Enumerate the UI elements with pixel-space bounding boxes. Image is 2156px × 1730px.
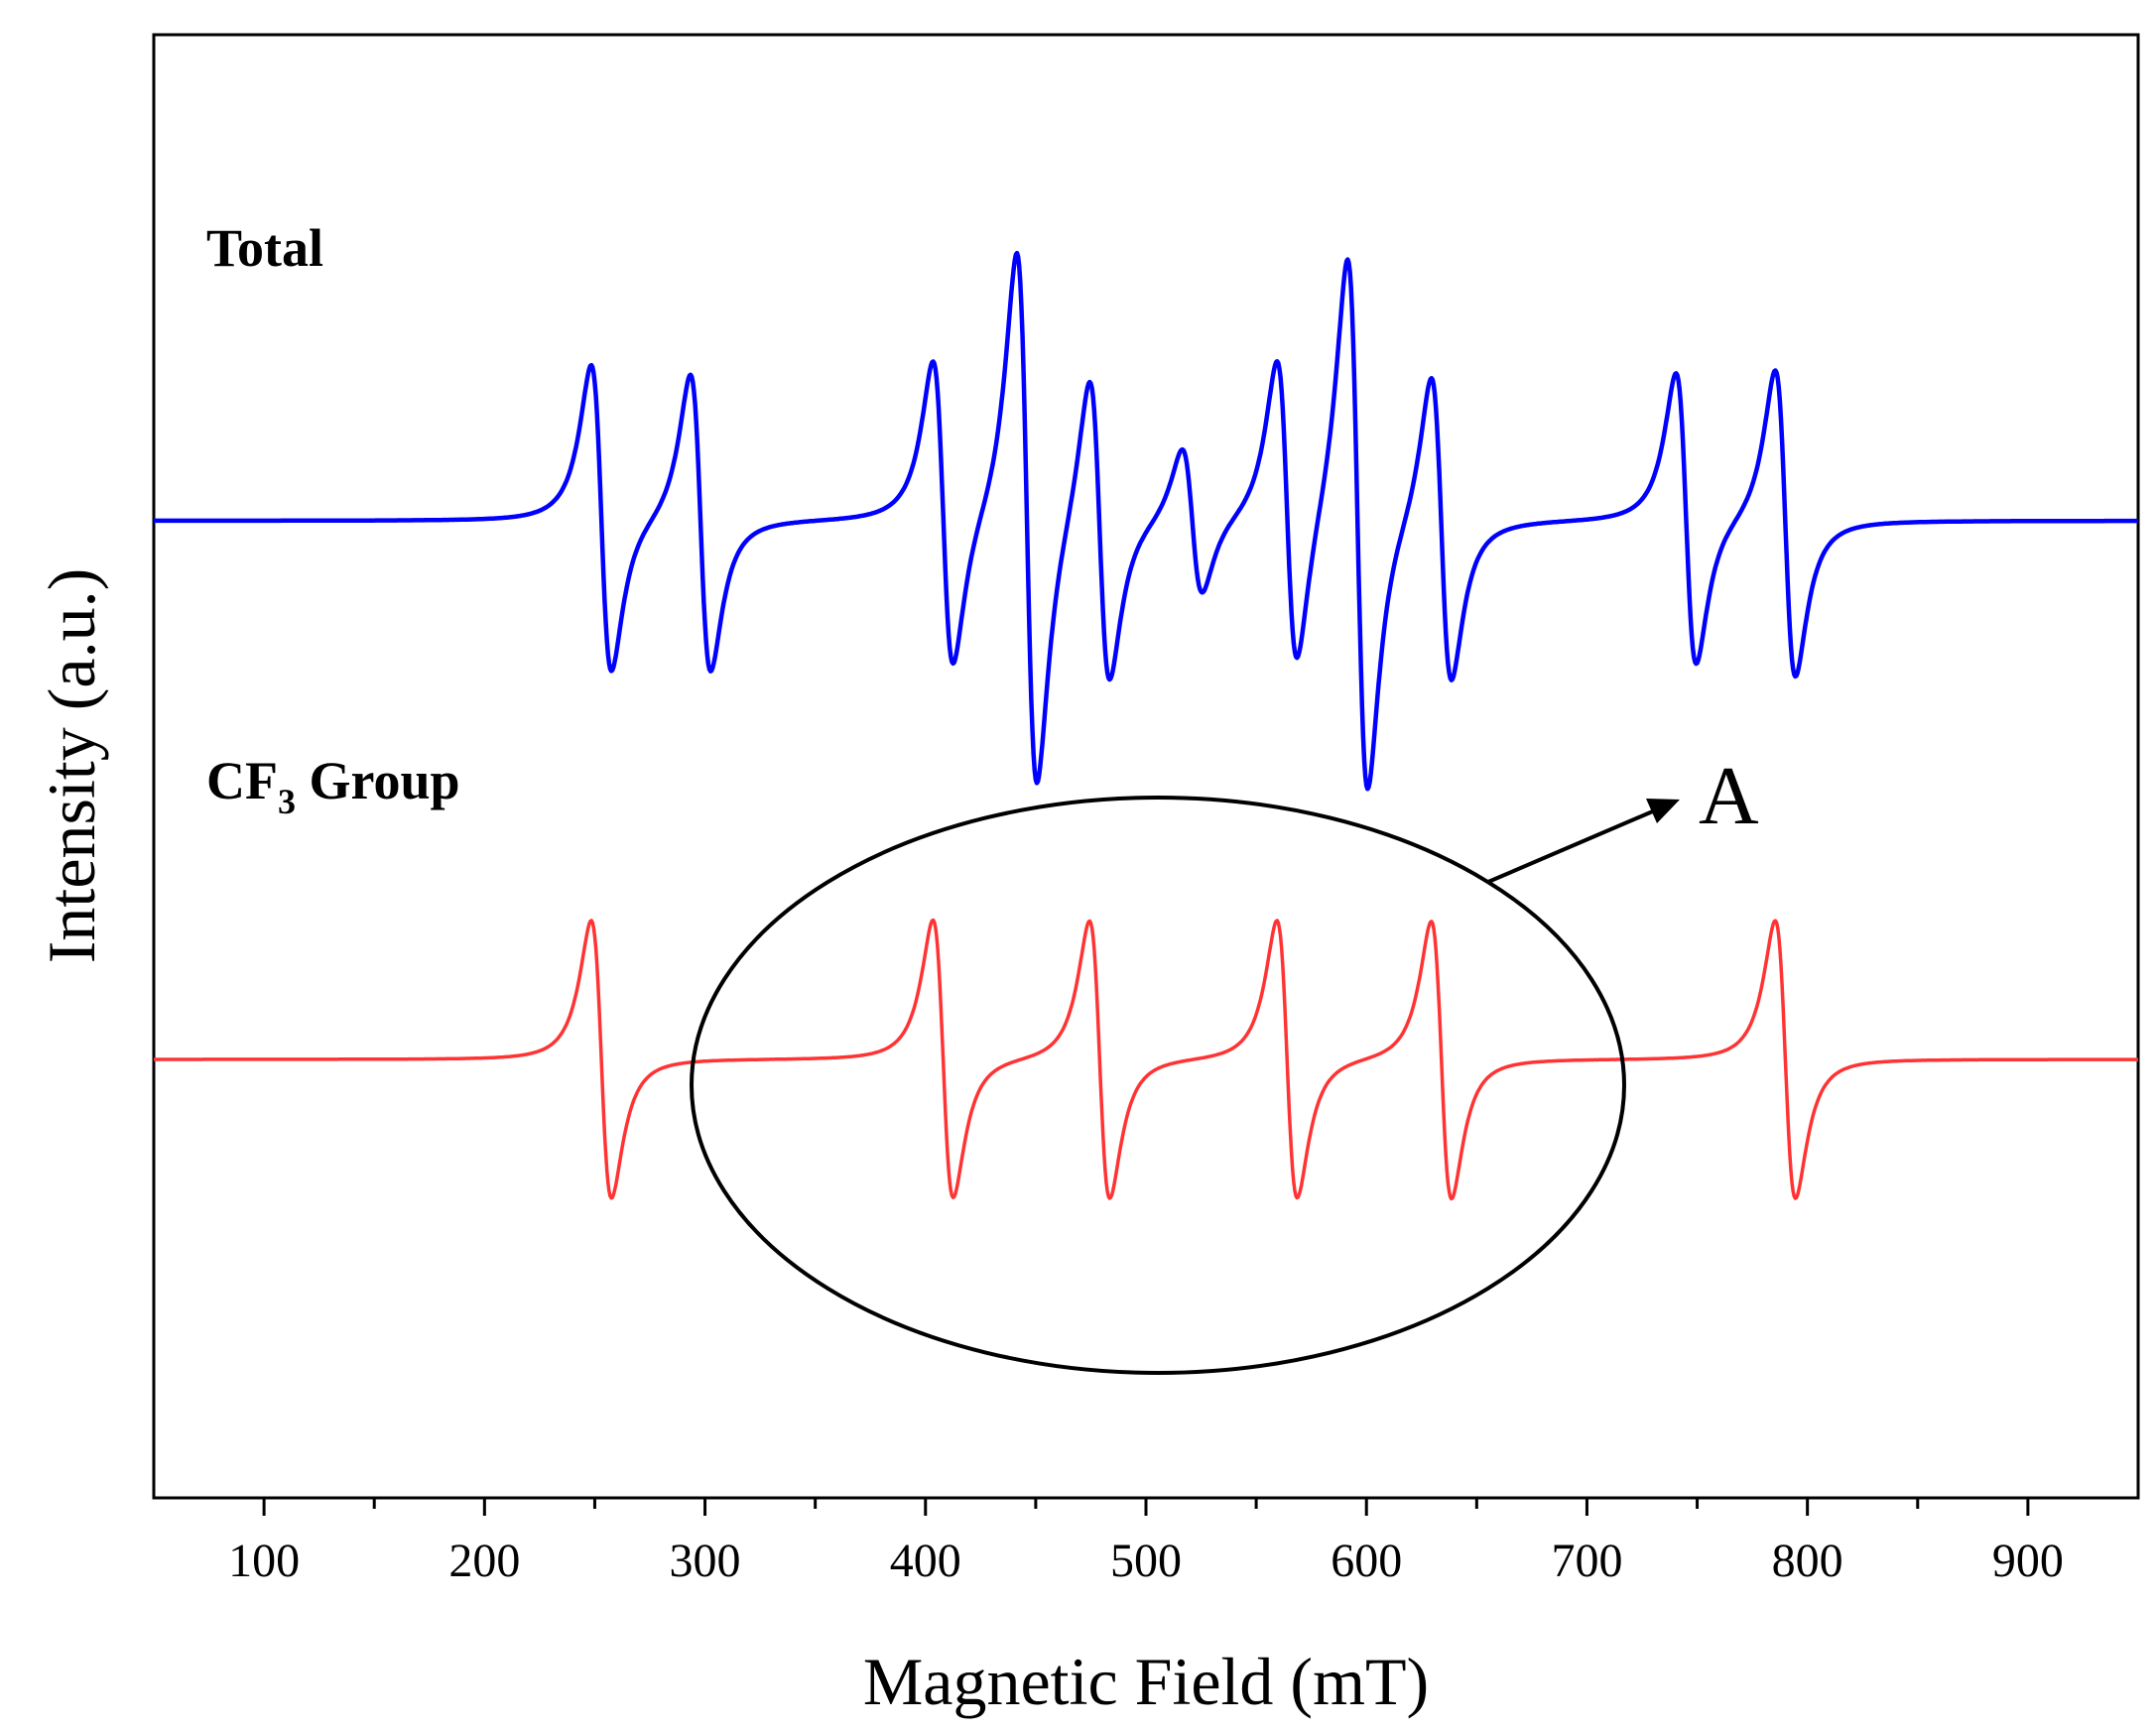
x-axis-title: Magnetic Field (mT): [863, 1644, 1429, 1719]
series-label-cf3-group: CF3 Group: [206, 751, 460, 821]
series-label-total: Total: [206, 218, 323, 278]
series-label-cf3-tail: Group: [296, 751, 460, 810]
series-cf3-group-line: [153, 918, 2139, 1201]
x-axis-ticks: [262, 1498, 2030, 1516]
y-axis-title: Intensity (a.u.): [34, 568, 109, 963]
series-label-cf3-subscript: 3: [278, 782, 296, 821]
series-total-line: [152, 250, 2140, 792]
x-tick-label: 500: [1110, 1535, 1182, 1587]
series-label-cf3-main: CF: [206, 751, 278, 810]
annotation-arrow-line: [1487, 808, 1656, 884]
x-tick-label: 300: [670, 1535, 741, 1587]
annotation-arrow-head: [1646, 799, 1680, 823]
x-tick-label: 600: [1331, 1535, 1402, 1587]
x-tick-label: 100: [228, 1535, 300, 1587]
x-tick-label: 200: [448, 1535, 520, 1587]
annotation-label-a: A: [1699, 750, 1759, 842]
x-tick-label: 700: [1551, 1535, 1622, 1587]
x-tick-label: 400: [890, 1535, 961, 1587]
annotation-ellipse-a: [690, 796, 1626, 1375]
x-tick-label: 800: [1772, 1535, 1843, 1587]
x-axis-tick-labels: 100 200 300 400 500 600 700 800 900: [228, 1535, 2064, 1587]
x-tick-label: 900: [1992, 1535, 2064, 1587]
